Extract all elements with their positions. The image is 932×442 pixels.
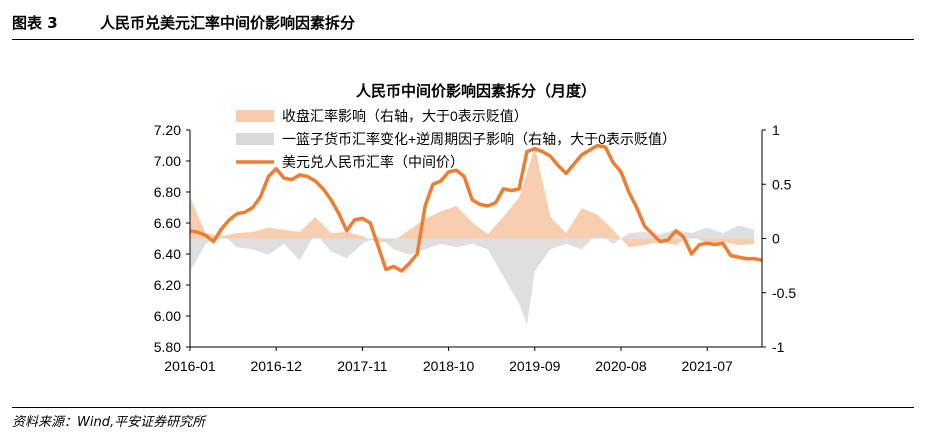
figure-number: 图表 3 xyxy=(12,14,58,32)
x-tick-label: 2019-09 xyxy=(509,358,561,374)
right-tick-label: 0.5 xyxy=(772,176,792,192)
left-tick-label: 6.60 xyxy=(154,215,181,231)
right-tick-label: 1 xyxy=(772,122,780,138)
usdcny-rate-line xyxy=(189,143,763,273)
footer-rule xyxy=(12,407,914,408)
right-tick-label: 0 xyxy=(772,231,780,247)
left-tick-label: 5.80 xyxy=(154,339,181,355)
x-tick-label: 2021-07 xyxy=(681,358,733,374)
legend-swatch-income xyxy=(236,110,274,122)
x-tick-label: 2016-01 xyxy=(164,358,216,374)
left-tick-label: 6.80 xyxy=(154,184,181,200)
left-tick-label: 7.20 xyxy=(154,122,181,138)
left-tick-label: 7.00 xyxy=(154,153,181,169)
figure-title: 人民币兑美元汇率中间价影响因素拆分 xyxy=(100,14,356,32)
right-tick-label: -1 xyxy=(772,339,785,355)
x-tick-label: 2017-11 xyxy=(337,358,388,374)
legend-label-basket: 一篮子货币汇率变化+逆周期因子影响（右轴，大于0表示贬值） xyxy=(282,131,676,147)
chart-title: 人民币中间价影响因素拆分（月度） xyxy=(356,82,596,100)
income-effect-area xyxy=(190,146,755,248)
header-rule xyxy=(12,39,914,40)
legend-label-income: 收盘汇率影响（右轴，大于0表示贬值） xyxy=(282,108,528,124)
source-note: 资料来源：Wind,平安证券研究所 xyxy=(12,415,206,430)
left-tick-label: 6.20 xyxy=(154,277,181,293)
legend-swatch-basket xyxy=(236,133,274,145)
legend-label-rate: 美元兑人民币汇率（中间价） xyxy=(282,154,464,170)
figure-header: 图表 3 人民币兑美元汇率中间价影响因素拆分 xyxy=(12,12,914,38)
x-tick-label: 2018-10 xyxy=(423,358,475,374)
left-tick-label: 6.40 xyxy=(154,246,181,262)
x-tick-label: 2020-08 xyxy=(595,358,647,374)
basket-effect-area xyxy=(190,225,755,326)
x-tick-label: 2016-12 xyxy=(250,358,302,374)
left-tick-label: 6.00 xyxy=(154,308,181,324)
right-tick-label: -0.5 xyxy=(772,285,796,301)
